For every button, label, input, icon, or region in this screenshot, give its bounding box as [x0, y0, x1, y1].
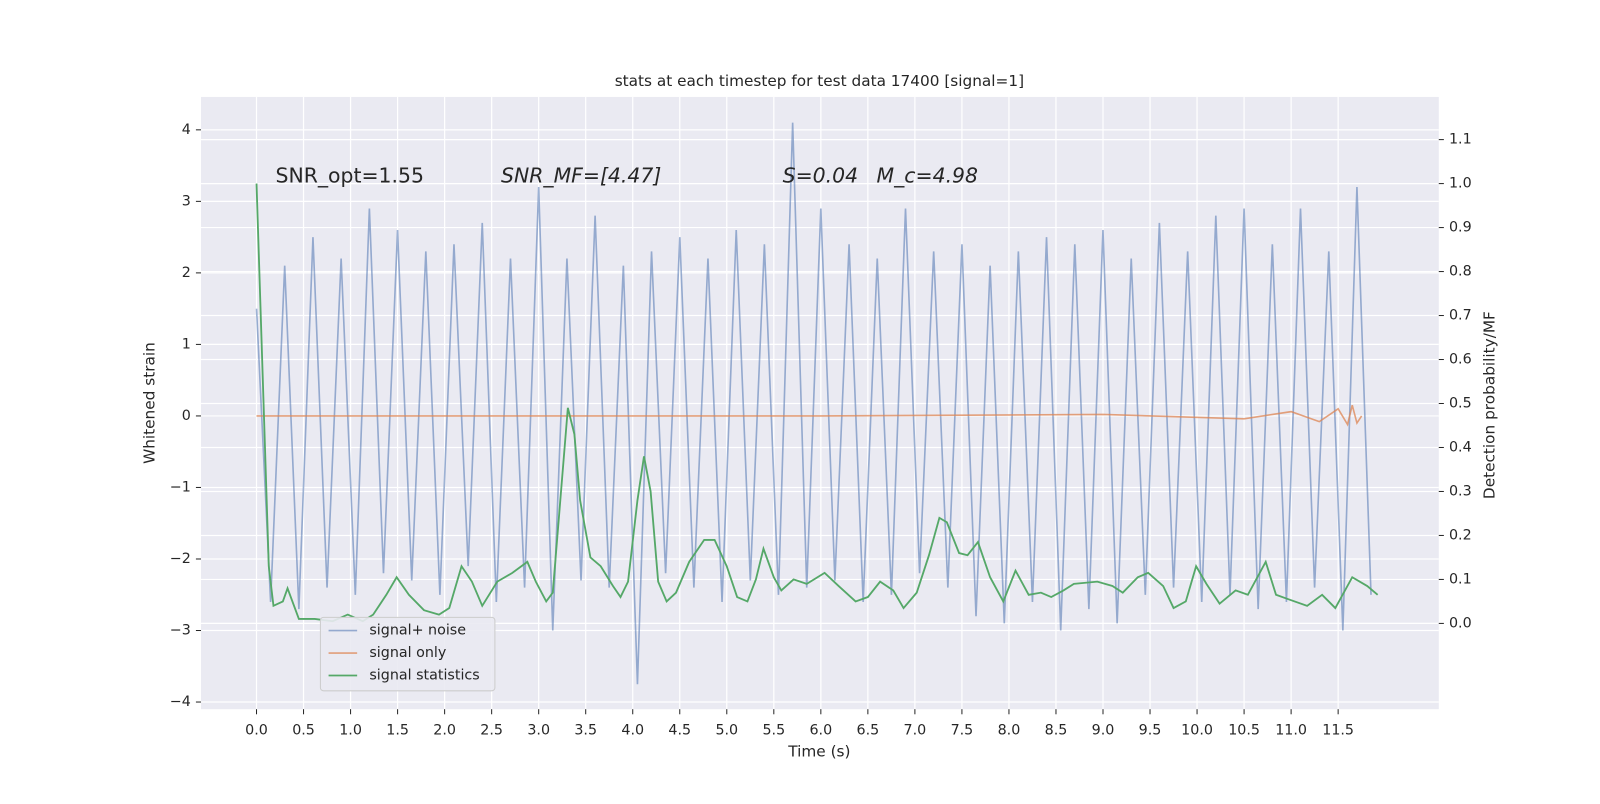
- y-tick-label: −2: [170, 551, 191, 567]
- y-axis-label: Whitened strain: [141, 342, 159, 464]
- y-tick-label: −1: [170, 479, 191, 495]
- y-tick-label: 3: [182, 193, 191, 209]
- x-tick-label: 10.0: [1181, 723, 1213, 739]
- y-tick-label: 0: [182, 408, 191, 424]
- y2-tick-label: 1.0: [1449, 176, 1472, 192]
- x-tick-label: 9.5: [1139, 723, 1162, 739]
- y2-tick-label: 0.1: [1449, 571, 1472, 587]
- x-tick-label: 8.5: [1045, 723, 1068, 739]
- legend-box: [319, 616, 496, 692]
- x-tick-label: 2.0: [433, 723, 456, 739]
- annotation: M_c=4.98: [877, 164, 979, 189]
- y2-axis-label: Detection probability/MF: [1480, 311, 1498, 499]
- x-tick-label: 5.0: [715, 723, 738, 739]
- x-tick-label: 6.0: [809, 723, 832, 739]
- y-tick-label: −4: [170, 694, 191, 710]
- annotation: SNR_MF=[4.47]: [501, 164, 661, 189]
- y2-tick-label: 0.5: [1449, 396, 1472, 412]
- x-tick-label: 4.5: [668, 723, 691, 739]
- x-tick-label: 11.5: [1322, 723, 1354, 739]
- x-tick-label: 2.5: [480, 723, 503, 739]
- x-tick-label: 6.5: [857, 723, 880, 739]
- x-tick-label: 0.0: [245, 723, 268, 739]
- x-tick-label: 7.0: [904, 723, 927, 739]
- x-tick-label: 7.5: [951, 723, 974, 739]
- y2-tick-label: 0.3: [1449, 483, 1472, 499]
- x-tick-label: 4.0: [621, 723, 644, 739]
- legend-label: signal+ noise: [369, 623, 466, 639]
- x-tick-label: 5.5: [762, 723, 785, 739]
- x-tick-label: 3.5: [574, 723, 597, 739]
- y2-tick-label: 0.4: [1449, 439, 1472, 455]
- legend-label: signal only: [369, 645, 446, 661]
- y-tick-label: 2: [182, 265, 191, 281]
- series-layer: [255, 122, 1379, 685]
- x-tick-label: 10.5: [1228, 723, 1260, 739]
- y2-tick-label: 0.8: [1449, 264, 1472, 280]
- series-line: [255, 122, 1372, 685]
- x-tick-label: 9.0: [1092, 723, 1115, 739]
- y-tick-label: 1: [182, 336, 191, 352]
- x-tick-label: 11.0: [1275, 723, 1307, 739]
- annotation: SNR_opt=1.55: [276, 164, 424, 189]
- y2-tick-label: 0.6: [1449, 352, 1472, 368]
- y-tick-label: −3: [170, 623, 191, 639]
- series-line: [255, 183, 1379, 623]
- y2-tick-label: 1.1: [1449, 132, 1472, 148]
- chart-title: stats at each timestep for test data 174…: [615, 72, 1024, 90]
- legend-label: signal statistics: [369, 668, 479, 684]
- y2-tick-label: 0.2: [1449, 527, 1472, 543]
- series-line: [256, 404, 1363, 427]
- y2-tick-label: 0.0: [1449, 615, 1472, 631]
- y2-tick-label: 0.7: [1449, 308, 1472, 324]
- x-tick-label: 8.0: [998, 723, 1021, 739]
- x-axis-label: Time (s): [787, 743, 850, 761]
- x-tick-label: 1.5: [386, 723, 409, 739]
- annotation: S=0.04: [783, 164, 858, 188]
- y-tick-label: 4: [182, 122, 191, 138]
- x-tick-label: 3.0: [527, 723, 550, 739]
- y2-tick-label: 0.9: [1449, 220, 1472, 236]
- x-tick-label: 0.5: [292, 723, 315, 739]
- x-tick-label: 1.0: [339, 723, 362, 739]
